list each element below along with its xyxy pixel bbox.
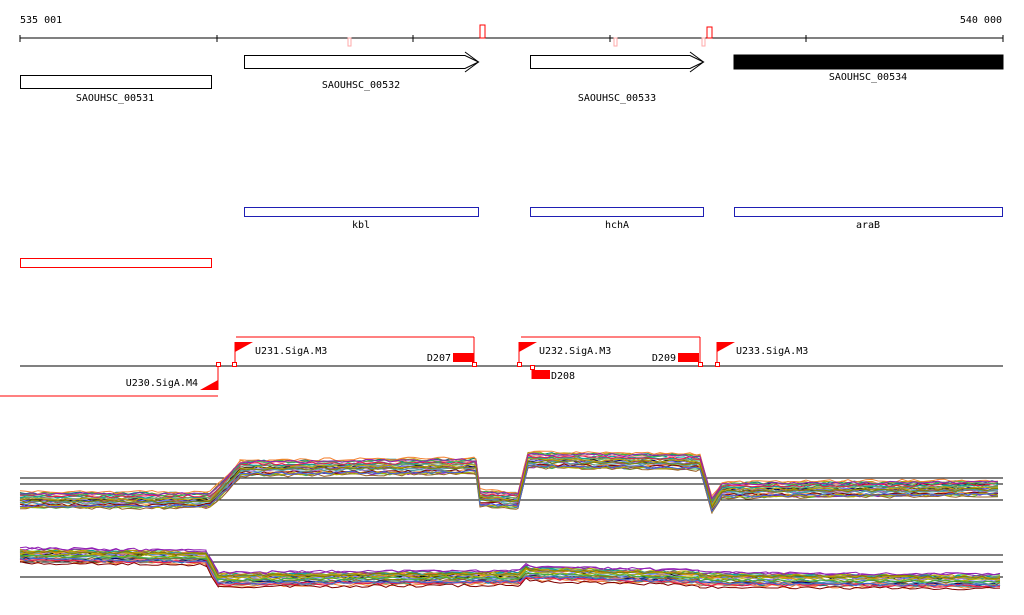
terminator-label: D207: [427, 353, 451, 364]
expression-profile-line: [19, 450, 999, 498]
promoter-U232[interactable]: U232.SigA.M3: [517, 342, 612, 367]
expression-profile-line: [19, 452, 999, 500]
gene-name-box: [734, 207, 1003, 217]
gene-arrow-head: [464, 51, 479, 63]
transcription-track: U230.SigA.M4 U231.SigA.M3 D207 U232.SigA…: [0, 336, 1003, 397]
terminator-label: D209: [652, 353, 676, 364]
terminator-block: [678, 353, 699, 362]
gene-arrow: [530, 55, 705, 69]
terminator-label: D208: [551, 371, 575, 382]
expression-profile-line: [20, 458, 999, 506]
terminator-block: [532, 370, 550, 379]
gene-arrow-head: [689, 61, 704, 73]
expression-profile-line: [19, 456, 999, 506]
gene-box-filled: [733, 54, 1004, 70]
ruler-start-label: 535 001: [20, 15, 62, 26]
expression-profile-line: [19, 552, 1001, 582]
promoter-label: U231.SigA.M3: [255, 346, 327, 357]
expression-profile-line: [20, 460, 999, 509]
gene-arrow-head: [689, 51, 704, 63]
expression-profile-line: [19, 464, 999, 513]
ruler-feature-mark: [701, 37, 706, 47]
terminator-D207[interactable]: D207: [427, 337, 477, 367]
expression-profile-line: [19, 550, 1000, 580]
promoter-anchor: [517, 362, 522, 367]
expression-track-reverse: [19, 546, 1003, 591]
promoter-U233[interactable]: U233.SigA.M3: [715, 342, 809, 367]
expression-profile-line: [19, 561, 1001, 591]
expression-profile-line: [19, 555, 1001, 584]
expression-profile-line: [19, 560, 1001, 589]
promoter-flag-icon: [519, 342, 537, 352]
terminator-D208[interactable]: D208: [530, 365, 576, 383]
gene-SAOUHSC_00532[interactable]: SAOUHSC_00532: [244, 51, 480, 91]
expression-track-forward: [19, 450, 1003, 514]
gene-name-araB[interactable]: araB: [734, 207, 1003, 232]
gene-name-hchA[interactable]: hchA: [530, 207, 704, 232]
gene-label: SAOUHSC_00533: [578, 93, 656, 104]
promoter-flag-icon: [717, 342, 735, 352]
promoter-flag-icon: [200, 380, 218, 390]
promoter-anchor: [715, 362, 720, 367]
ruler-feature-mark: [613, 37, 618, 47]
gene-SAOUHSC_00531[interactable]: SAOUHSC_00531: [20, 75, 212, 105]
gene-arrow-head: [464, 61, 479, 73]
promoter-label: U233.SigA.M3: [736, 346, 808, 357]
terminator-block: [453, 353, 474, 362]
promoter-anchor: [232, 362, 237, 367]
gene-name-box: [530, 207, 704, 217]
gene-SAOUHSC_00534[interactable]: SAOUHSC_00534: [733, 54, 1004, 83]
terminator-anchor: [472, 362, 477, 367]
promoter-U230[interactable]: U230.SigA.M4: [126, 362, 221, 391]
ruler-feature-mark: [347, 37, 352, 47]
promoter-label: U232.SigA.M3: [539, 346, 611, 357]
gene-track: SAOUHSC_00531 SAOUHSC_00532 SAOUHSC_0053…: [20, 51, 1004, 105]
gene-name-label: araB: [856, 220, 880, 231]
gene-arrow: [244, 55, 480, 69]
gene-SAOUHSC_00533[interactable]: SAOUHSC_00533: [530, 51, 705, 104]
gene-label: SAOUHSC_00531: [76, 93, 154, 104]
terminator-anchor: [530, 365, 535, 370]
promoter-U231[interactable]: U231.SigA.M3: [232, 342, 328, 367]
gene-name-track: kbl hchA araB: [244, 207, 1003, 232]
ruler-feature-mark: [479, 24, 486, 39]
promoter-anchor: [216, 362, 221, 367]
gene-name-kbl[interactable]: kbl: [244, 207, 479, 232]
expression-profile-line: [19, 557, 1001, 588]
gene-name-label: kbl: [352, 220, 370, 231]
promoter-flag-icon: [235, 342, 253, 352]
coordinate-ruler: 535 001 540 000: [19, 15, 1004, 47]
ruler-end-label: 540 000: [960, 15, 1002, 26]
gene-box: [20, 75, 212, 89]
terminator-D209[interactable]: D209: [652, 337, 703, 367]
expression-profile-line: [19, 546, 1001, 576]
gene-name-box: [244, 207, 479, 217]
gene-label: SAOUHSC_00534: [829, 72, 907, 83]
annotated-region-box[interactable]: [20, 258, 212, 268]
gene-label: SAOUHSC_00532: [322, 80, 400, 91]
terminator-anchor: [698, 362, 703, 367]
ruler-feature-mark: [706, 26, 713, 39]
expression-profile-line: [19, 459, 999, 508]
gene-name-label: hchA: [605, 220, 629, 231]
promoter-label: U230.SigA.M4: [126, 378, 198, 389]
